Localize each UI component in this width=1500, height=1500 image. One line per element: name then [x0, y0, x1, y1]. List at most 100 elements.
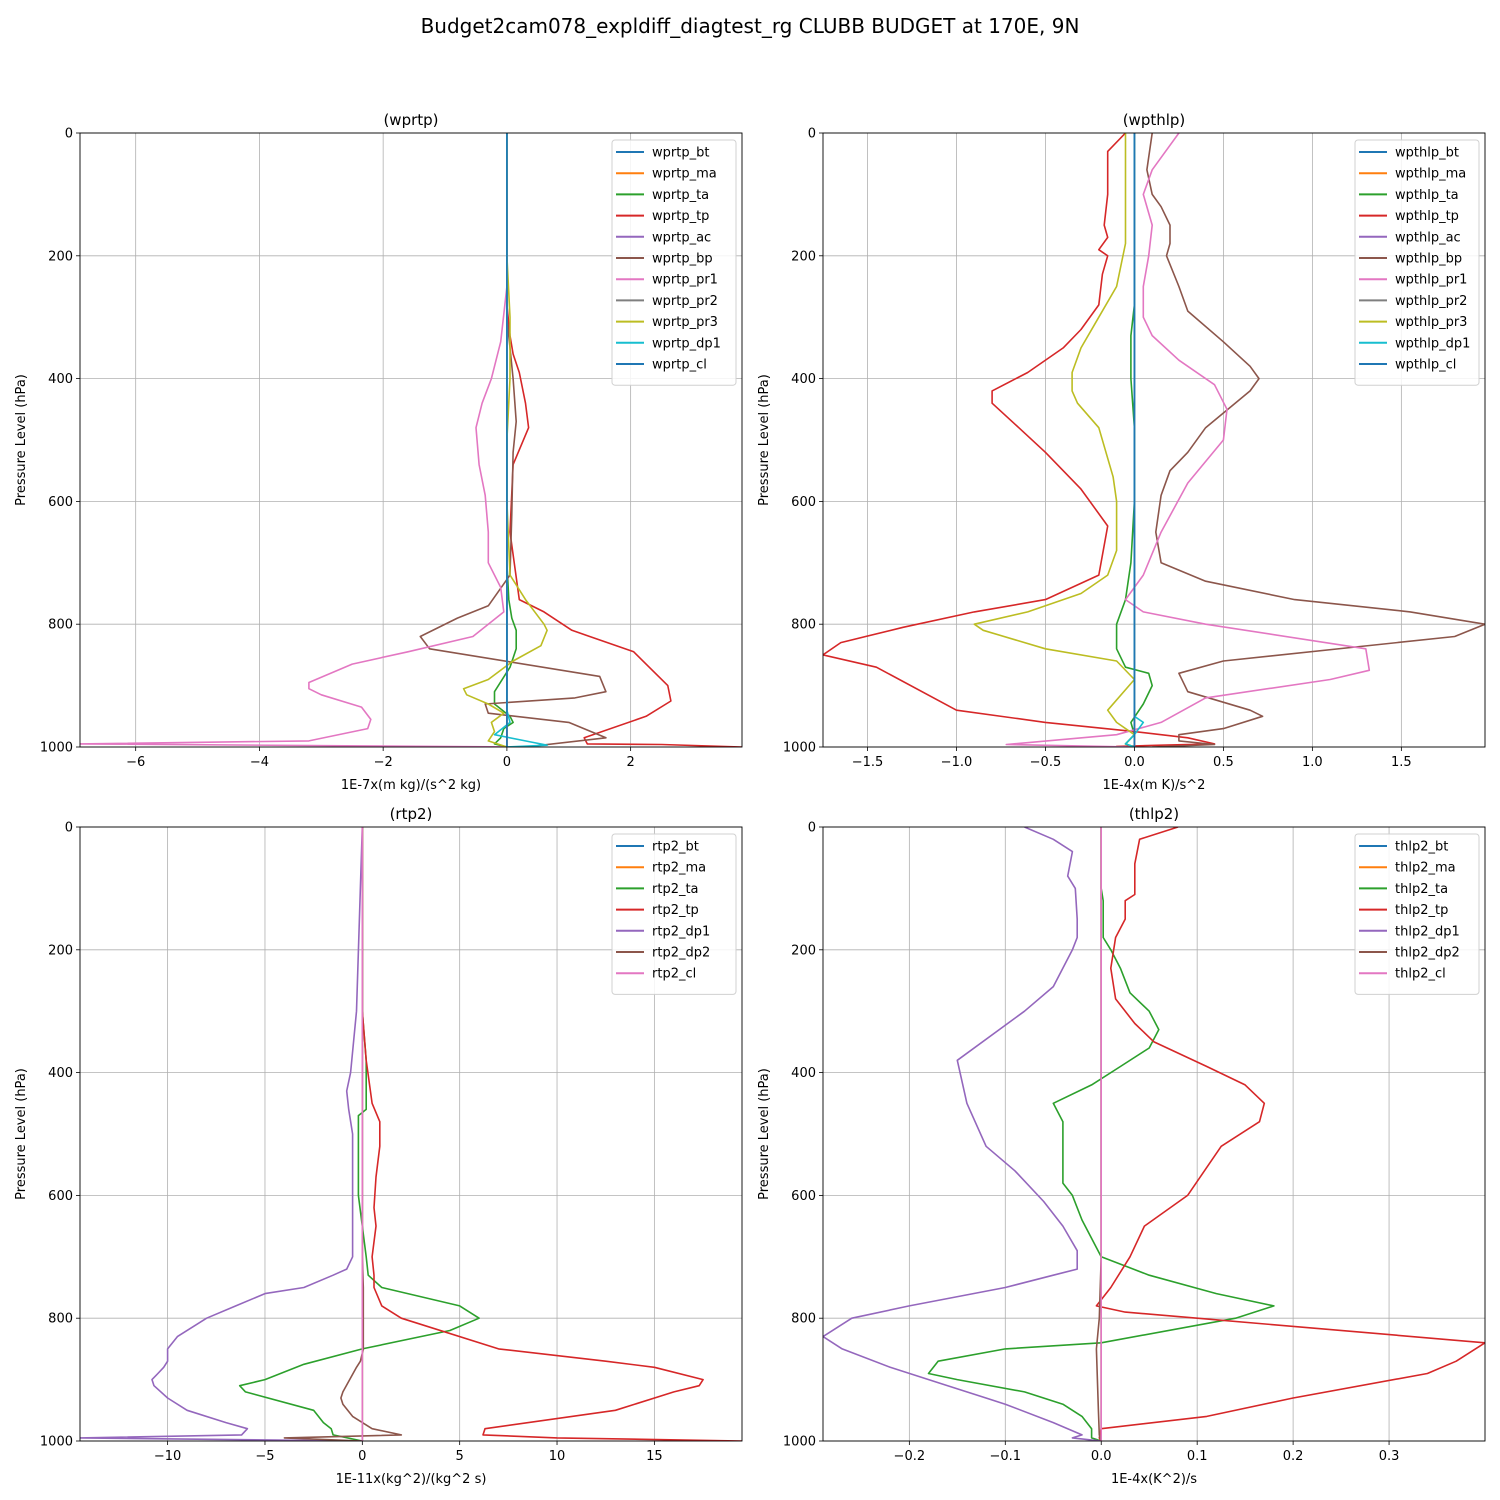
- legend-entry: wprtp_pr3: [652, 315, 718, 330]
- legend-entry: wprtp_ma: [652, 167, 717, 182]
- series-line-wprtp_ta: [493, 133, 518, 747]
- legend-entry: wpthlp_bt: [1395, 146, 1459, 161]
- chart-panel: −10 −5 0 5 10 15 0 200 400 600 800 1000 (rtp2) 1E-11x…: [14, 805, 743, 1487]
- series-line-thlp2_dp1: [823, 827, 1102, 1441]
- legend-entry: rtp2_dp2: [652, 946, 710, 961]
- x-tick-label: −4: [250, 755, 269, 770]
- legend-entry: wprtp_bt: [652, 146, 709, 161]
- axes-frame: [79, 132, 743, 748]
- x-tick-label: 10: [549, 1449, 566, 1464]
- x-tick-label: 0.5: [1213, 755, 1234, 770]
- legend-frame: [1354, 833, 1480, 995]
- legend-entry: rtp2_tp: [652, 903, 699, 918]
- x-tick-label: −0.5: [1030, 755, 1062, 770]
- legend-entry: wprtp_tp: [652, 209, 709, 224]
- legend-entry: rtp2_bt: [652, 840, 699, 855]
- x-tick-label: 1.0: [1302, 755, 1323, 770]
- y-tick-label: 800: [48, 618, 73, 633]
- y-tick-label: 800: [48, 1312, 73, 1327]
- chart-panel: −6 −4 −2 0 2 0 200 400 600 800 1000 (wprtp) 1E-7x(m …: [14, 111, 743, 793]
- legend: thlp2_bt thlp2_ma thlp2_ta thlp2_tp thlp2_dp…: [1354, 833, 1480, 995]
- legend-frame: [1354, 139, 1480, 386]
- legend-entry: wpthlp_bp: [1395, 252, 1462, 267]
- x-tick-label: 0.0: [1124, 755, 1145, 770]
- legend-entry: wpthlp_ac: [1395, 230, 1461, 245]
- series-group: [80, 827, 742, 1441]
- series-line-wpthlp_tp: [823, 133, 1216, 747]
- y-tick-label: 200: [48, 943, 73, 958]
- y-tick-label: 600: [791, 495, 816, 510]
- x-axis-label: 1E-11x(kg^2)/(kg^2 s): [336, 1472, 487, 1487]
- chart-title: (rtp2): [390, 805, 433, 823]
- series-group: [80, 133, 742, 747]
- x-tick-label: −1.0: [941, 755, 973, 770]
- y-tick-label: 600: [791, 1189, 816, 1204]
- chart-panel: −0.2 −0.1 0.0 0.1 0.2 0.3 0 200 400 600 800 1000 (th…: [757, 805, 1486, 1487]
- legend-entry: wpthlp_pr1: [1395, 273, 1467, 288]
- y-tick-label: 400: [791, 1066, 816, 1081]
- legend-frame: [611, 833, 737, 995]
- y-tick-label: 600: [48, 495, 73, 510]
- series-line-wprtp_pr1: [80, 133, 520, 747]
- chart-title: (wprtp): [383, 111, 438, 129]
- legend: wprtp_bt wprtp_ma wprtp_ta wprtp_tp wprtp_ac…: [611, 139, 737, 386]
- x-tick-label: −10: [154, 1449, 181, 1464]
- legend-entry: thlp2_cl: [1395, 967, 1446, 982]
- x-tick-label: 2: [626, 755, 634, 770]
- x-tick-label: −5: [255, 1449, 274, 1464]
- y-axis-label: Pressure Level (hPa): [757, 374, 772, 506]
- y-tick-label: 0: [808, 127, 816, 142]
- x-tick-label: 0.1: [1187, 1449, 1208, 1464]
- x-axis-label: 1E-7x(m kg)/(s^2 kg): [341, 778, 481, 793]
- x-axis-label: 1E-4x(m K)/s^2: [1103, 778, 1206, 793]
- series-line-wprtp_dp1: [493, 133, 548, 747]
- legend-entry: thlp2_ma: [1395, 861, 1456, 876]
- legend-entry: wprtp_ta: [652, 188, 709, 203]
- legend-entry: thlp2_dp1: [1395, 924, 1460, 939]
- series-line-thlp2_tp: [1095, 827, 1485, 1441]
- y-tick-label: 1000: [783, 741, 816, 756]
- x-tick-label: 1.5: [1391, 755, 1412, 770]
- x-tick-label: 0.3: [1379, 1449, 1400, 1464]
- y-tick-label: 0: [65, 821, 73, 836]
- series-line-rtp2_ta: [238, 827, 480, 1441]
- legend-entry: rtp2_cl: [652, 967, 696, 982]
- series-line-wpthlp_pr3: [973, 133, 1136, 747]
- legend-frame: [611, 139, 737, 386]
- series-group: [823, 827, 1485, 1441]
- x-tick-label: 0.0: [1091, 1449, 1112, 1464]
- series-line-wpthlp_pr1: [1005, 133, 1371, 747]
- y-tick-label: 1000: [783, 1435, 816, 1450]
- x-tick-label: −0.1: [990, 1449, 1022, 1464]
- x-tick-label: 5: [456, 1449, 464, 1464]
- legend-entry: wpthlp_cl: [1395, 358, 1456, 373]
- legend: rtp2_bt rtp2_ma rtp2_ta rtp2_tp rtp2_dp1 rtp2…: [611, 833, 737, 995]
- series-line-wprtp_tp: [506, 133, 742, 747]
- x-tick-label: −0.2: [894, 1449, 926, 1464]
- y-axis-label: Pressure Level (hPa): [757, 1068, 772, 1200]
- legend-entry: thlp2_dp2: [1395, 946, 1460, 961]
- legend-entry: rtp2_dp1: [652, 924, 710, 939]
- legend-entry: wprtp_ac: [652, 230, 711, 245]
- legend-entry: wprtp_bp: [652, 252, 713, 267]
- x-tick-label: 0: [358, 1449, 366, 1464]
- series-line-wprtp_pr3: [462, 133, 548, 747]
- y-tick-label: 1000: [40, 1435, 73, 1450]
- y-tick-label: 200: [48, 249, 73, 264]
- chart-title: (thlp2): [1129, 805, 1179, 823]
- legend-entry: wprtp_cl: [652, 358, 707, 373]
- series-line-wprtp_bp: [419, 133, 607, 747]
- y-tick-label: 1000: [40, 741, 73, 756]
- y-axis-label: Pressure Level (hPa): [14, 374, 29, 506]
- series-group: [823, 133, 1485, 747]
- x-tick-label: −6: [126, 755, 145, 770]
- chart-panel: −1.5 −1.0 −0.5 0.0 0.5 1.0 1.5 0 200 400 600 800 100…: [757, 111, 1486, 793]
- x-tick-label: 0.2: [1283, 1449, 1304, 1464]
- x-tick-label: 15: [646, 1449, 663, 1464]
- x-axis-label: 1E-4x(K^2)/s: [1111, 1472, 1197, 1487]
- y-axis-label: Pressure Level (hPa): [14, 1068, 29, 1200]
- x-tick-label: 0: [503, 755, 511, 770]
- series-line-rtp2_dp1: [80, 827, 364, 1441]
- y-tick-label: 600: [48, 1189, 73, 1204]
